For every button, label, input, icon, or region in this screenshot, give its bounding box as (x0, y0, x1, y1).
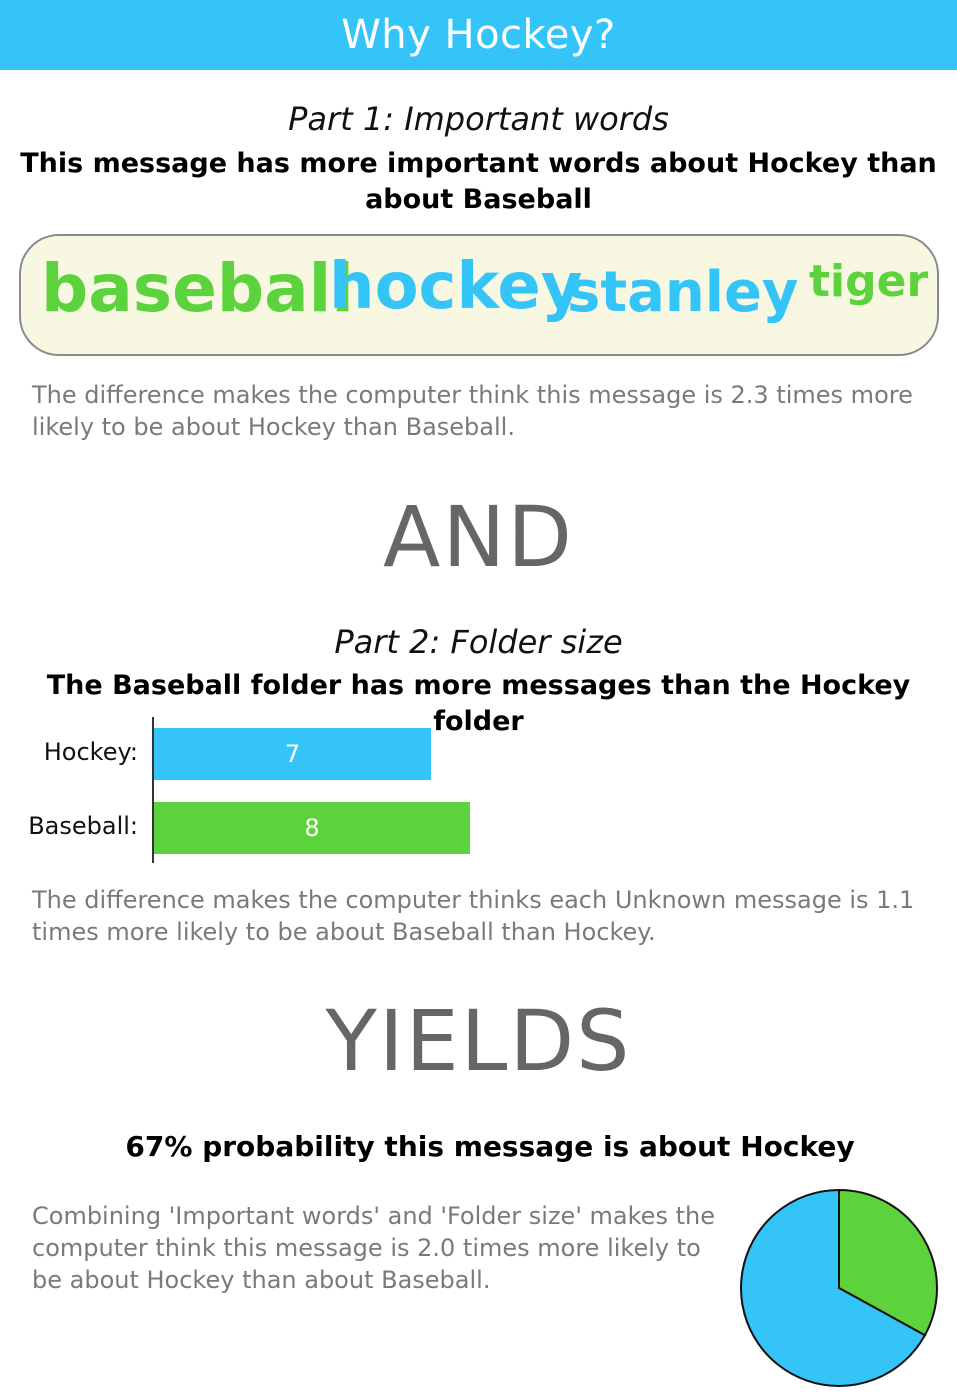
and-connector: AND (383, 488, 574, 586)
word-stanley: stanley (567, 260, 799, 325)
part2-title: Part 2: Folder size (334, 623, 623, 661)
word-hockey: hockey (329, 250, 583, 324)
important-words-box: baseball hockey stanley tiger (19, 234, 939, 356)
pie-slice-hockey (740, 1188, 927, 1387)
probability-pie-chart (740, 1188, 938, 1387)
word-tiger: tiger (809, 256, 929, 307)
chart-axis (152, 717, 154, 863)
page-title: Why Hockey? (341, 12, 616, 58)
bar-label-baseball: Baseball: (28, 812, 138, 840)
bar-value-baseball: 8 (304, 814, 320, 842)
word-baseball: baseball (41, 250, 354, 327)
part2-explanation: The difference makes the computer thinks… (32, 886, 915, 946)
result-headline: 67% probability this message is about Ho… (125, 1130, 855, 1163)
result-explanation: Combining 'Important words' and 'Folder … (32, 1202, 715, 1294)
part2-subtitle: The Baseball folder has more messages th… (46, 670, 911, 737)
bar-hockey: 7 (154, 728, 431, 780)
part1-explanation: The difference makes the computer think … (32, 381, 913, 441)
yields-connector: YIELDS (325, 992, 632, 1090)
bar-baseball: 8 (154, 802, 470, 854)
header-banner: Why Hockey? (0, 0, 957, 70)
part1-subtitle: This message has more important words ab… (20, 148, 937, 215)
part1-title: Part 1: Important words (288, 100, 669, 138)
bar-label-hockey: Hockey: (43, 738, 138, 766)
pie-slice-baseball (838, 1188, 938, 1337)
bar-value-hockey: 7 (284, 740, 301, 768)
